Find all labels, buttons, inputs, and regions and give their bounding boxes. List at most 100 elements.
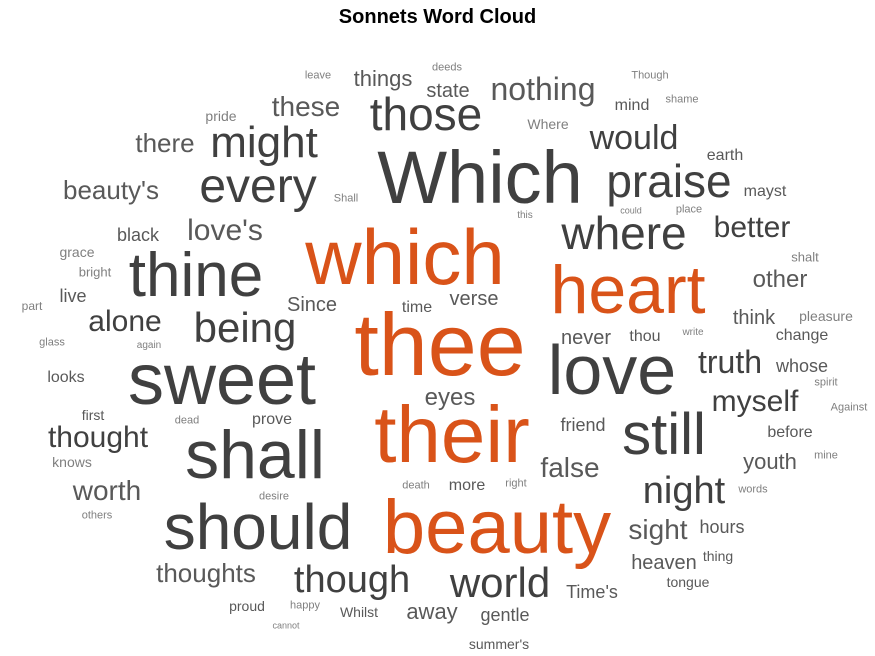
cloud-word: others: [81, 509, 113, 522]
cloud-word: Though: [631, 69, 669, 82]
cloud-word: praise: [606, 155, 732, 207]
cloud-word: sight: [628, 514, 688, 545]
cloud-word: cannot: [272, 620, 300, 631]
cloud-word: eyes: [424, 384, 476, 411]
cloud-word: false: [540, 452, 600, 483]
cloud-word: there: [135, 128, 195, 158]
cloud-word: heaven: [631, 552, 697, 574]
cloud-word: alone: [88, 305, 162, 338]
cloud-word: Time's: [566, 582, 618, 602]
cloud-word: mayst: [743, 183, 787, 200]
cloud-word: still: [622, 402, 706, 467]
cloud-word: things: [353, 66, 413, 91]
cloud-word: world: [449, 559, 551, 606]
cloud-word: sweet: [127, 340, 317, 420]
cloud-word: thought: [47, 421, 149, 454]
cloud-word: where: [561, 207, 687, 259]
cloud-word: shalt: [791, 249, 819, 265]
cloud-word: happy: [290, 599, 320, 612]
cloud-word: bright: [78, 264, 112, 280]
cloud-word: state: [426, 80, 470, 102]
cloud-word: thee: [354, 295, 526, 394]
cloud-word: desire: [259, 490, 289, 503]
cloud-word: spirit: [814, 376, 838, 389]
cloud-word: thoughts: [156, 558, 256, 588]
cloud-word: verse: [449, 288, 499, 310]
cloud-word: deeds: [432, 61, 462, 74]
cloud-word: place: [675, 203, 703, 216]
cloud-word: every: [199, 160, 317, 213]
cloud-word: away: [406, 599, 458, 624]
cloud-word: leave: [304, 69, 332, 82]
cloud-word: those: [369, 88, 483, 140]
cloud-word: grace: [59, 244, 95, 260]
cloud-word: right: [505, 477, 527, 490]
cloud-word: youth: [743, 449, 797, 474]
cloud-word: mine: [814, 449, 838, 462]
cloud-word: this: [517, 210, 533, 221]
cloud-word: truth: [697, 344, 763, 380]
cloud-word: other: [752, 266, 808, 293]
cloud-word: friend: [560, 415, 606, 435]
cloud-word: think: [732, 307, 776, 329]
cloud-word: words: [738, 483, 768, 496]
cloud-word: love's: [187, 214, 263, 247]
cloud-word: night: [642, 470, 726, 512]
cloud-word: proud: [229, 598, 265, 614]
cloud-word: whose: [775, 356, 829, 376]
cloud-word: myself: [711, 385, 799, 418]
cloud-word: their: [374, 390, 530, 479]
cloud-word: tongue: [666, 574, 710, 590]
cloud-word: would: [589, 119, 679, 157]
cloud-word: looks: [47, 369, 85, 386]
cloud-word: death: [402, 479, 430, 492]
cloud-word: part: [21, 299, 43, 313]
cloud-word: pleasure: [799, 308, 853, 324]
cloud-word: write: [682, 327, 704, 338]
cloud-word: more: [448, 477, 486, 494]
cloud-word: gentle: [480, 605, 530, 625]
cloud-word: Against: [830, 401, 868, 414]
cloud-word: never: [560, 327, 612, 349]
cloud-word: black: [116, 225, 160, 245]
cloud-word: pride: [205, 108, 237, 124]
cloud-word: shame: [665, 93, 699, 106]
cloud-word: worth: [72, 475, 142, 506]
cloud-word: Where: [527, 116, 569, 132]
cloud-word: dead: [174, 414, 200, 427]
cloud-word: Which: [377, 136, 583, 219]
cloud-word: before: [767, 424, 813, 441]
cloud-word: summer's: [468, 636, 530, 652]
cloud-word: change: [775, 327, 829, 344]
cloud-word: should: [163, 491, 353, 563]
cloud-word: prove: [251, 411, 293, 428]
cloud-word: hours: [699, 517, 745, 537]
cloud-word: shall: [185, 417, 325, 493]
cloud-word: which: [305, 213, 505, 301]
cloud-word: Whilst: [339, 604, 379, 620]
cloud-word: love: [547, 331, 677, 409]
cloud-word: first: [81, 407, 105, 423]
cloud-word: beauty: [382, 485, 612, 570]
cloud-word: heart: [550, 252, 706, 328]
chart-title: Sonnets Word Cloud: [338, 6, 537, 28]
cloud-word: glass: [39, 336, 65, 349]
cloud-word: better: [713, 211, 791, 244]
cloud-word: earth: [706, 147, 744, 164]
cloud-word: being: [193, 304, 297, 351]
cloud-word: thou: [629, 328, 661, 345]
cloud-word: again: [136, 340, 162, 351]
cloud-word: might: [210, 118, 318, 167]
cloud-word: beauty's: [62, 175, 160, 205]
cloud-word: Since: [286, 294, 338, 316]
cloud-word: live: [59, 286, 87, 306]
cloud-word: nothing: [490, 71, 596, 107]
cloud-word: though: [293, 559, 411, 601]
cloud-word: thine: [128, 241, 264, 310]
cloud-word: these: [271, 91, 341, 122]
cloud-word: Shall: [333, 192, 359, 205]
cloud-word: knows: [52, 454, 92, 470]
cloud-word: mind: [614, 97, 650, 114]
cloud-word: thing: [702, 548, 734, 564]
